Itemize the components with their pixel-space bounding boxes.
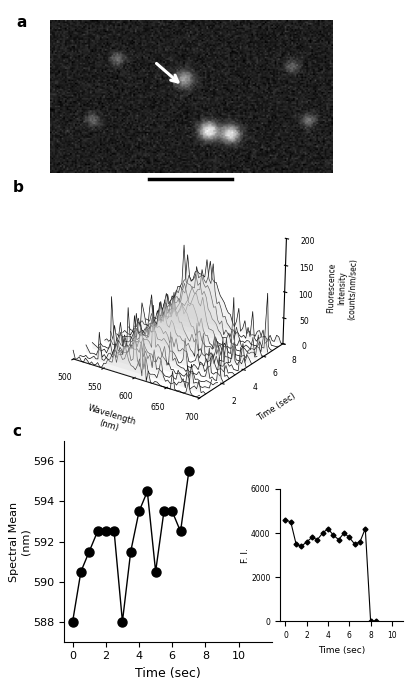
X-axis label: Time (sec): Time (sec) <box>135 667 201 679</box>
Y-axis label: F. I.: F. I. <box>241 548 249 562</box>
Text: b: b <box>12 180 23 195</box>
X-axis label: Wavelength
(nm): Wavelength (nm) <box>83 404 137 437</box>
Y-axis label: Spectral Mean
(nm): Spectral Mean (nm) <box>9 501 31 582</box>
Text: 5μm: 5μm <box>177 189 205 202</box>
Text: c: c <box>12 424 22 439</box>
Y-axis label: Time (sec): Time (sec) <box>256 391 298 422</box>
Text: a: a <box>17 15 27 30</box>
X-axis label: Time (sec): Time (sec) <box>318 646 365 655</box>
